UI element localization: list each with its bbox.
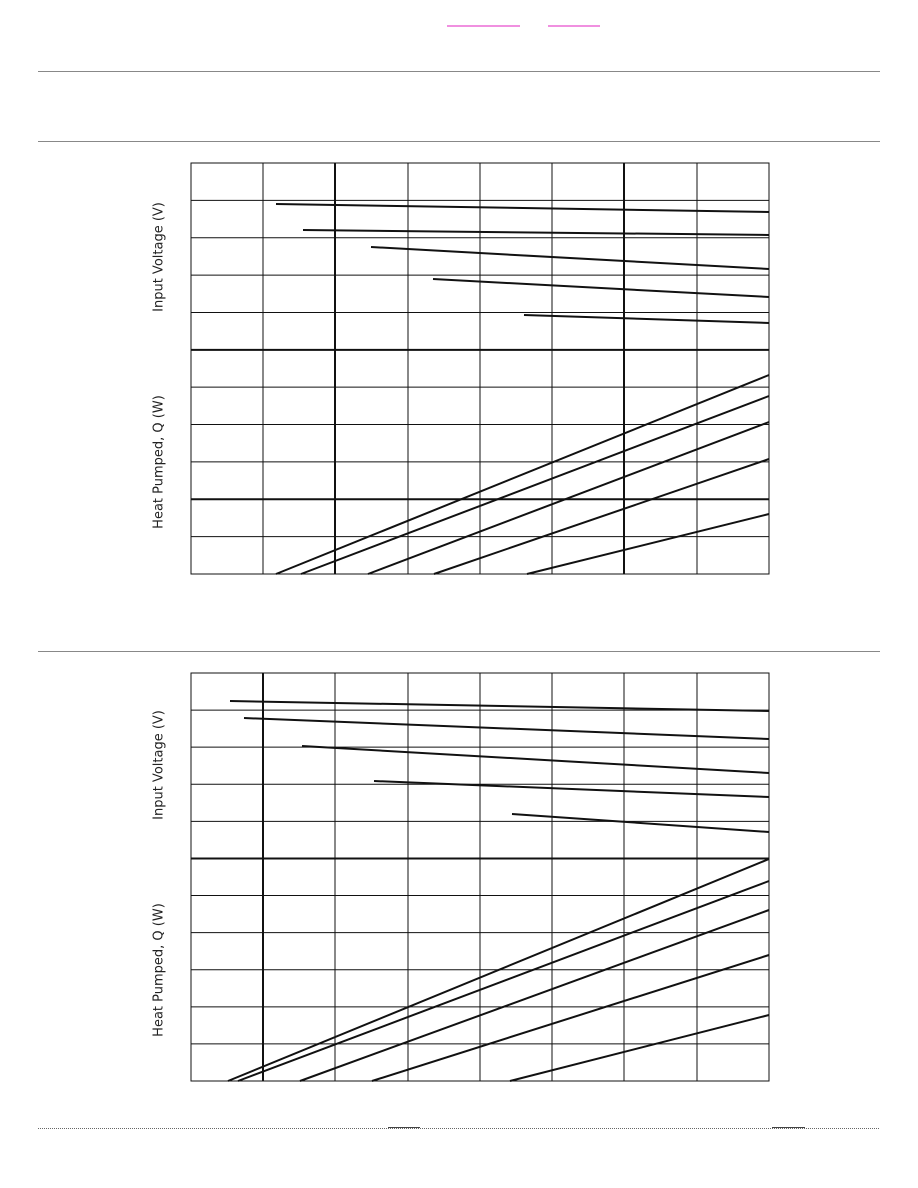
y-label: Heat Pumped, Q (W) (152, 395, 167, 529)
curve (243, 717, 770, 740)
y-label: Heat Pumped, Q (W) (152, 903, 167, 1037)
curve (511, 813, 770, 833)
y-label: Input Voltage (V) (152, 202, 167, 312)
curve (237, 880, 770, 1082)
curve (301, 745, 770, 774)
curve (229, 700, 770, 712)
curve (433, 458, 770, 575)
y-label: Input Voltage (V) (152, 710, 167, 820)
curve (275, 374, 770, 575)
curve (367, 421, 770, 575)
curve (299, 909, 770, 1082)
curve (275, 203, 770, 213)
curve (523, 314, 770, 324)
plot-frame (190, 672, 770, 1082)
plot-frame (190, 162, 770, 575)
curve (526, 513, 770, 575)
curve (373, 780, 770, 798)
curve (370, 246, 770, 270)
curve (371, 954, 770, 1082)
curve (227, 858, 770, 1082)
curve (509, 1014, 770, 1082)
curve (302, 229, 770, 236)
curve (432, 278, 770, 298)
curve (300, 395, 770, 575)
